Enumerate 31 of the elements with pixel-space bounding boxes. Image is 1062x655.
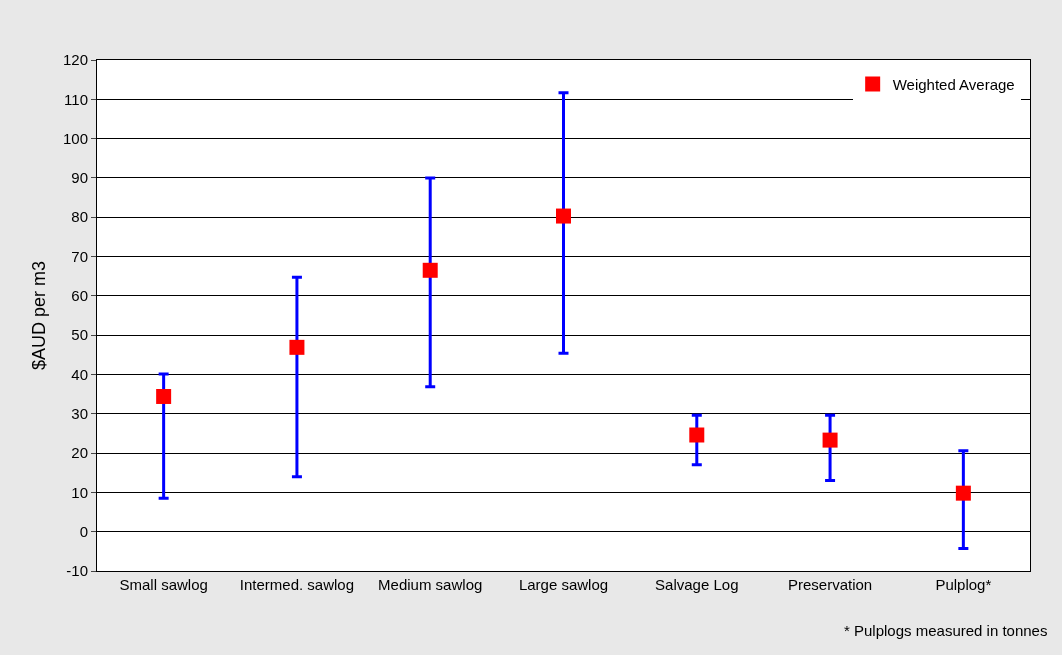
- x-tick-label: Salvage Log: [655, 576, 739, 593]
- y-tick-label: 110: [64, 90, 88, 108]
- legend-label: Weighted Average: [892, 75, 1015, 93]
- y-tick-label: 70: [71, 247, 88, 265]
- y-tick-label: -10: [66, 562, 88, 580]
- y-tick-label: 0: [79, 522, 88, 540]
- point: [556, 208, 571, 224]
- point: [422, 262, 438, 278]
- y-tick-label: 20: [71, 444, 88, 462]
- point: [955, 485, 971, 501]
- y-tick-label: 60: [71, 287, 88, 305]
- text: * Pulplogs measured in tonnes: [844, 622, 1048, 639]
- x-tick-label: Large sawlog: [518, 576, 609, 593]
- point: [156, 388, 172, 404]
- y-tick-label: 80: [71, 208, 88, 226]
- y-tick-label: 30: [71, 405, 88, 423]
- y-tick-label: 50: [71, 326, 88, 344]
- point: [689, 427, 705, 443]
- y-tick-label: 90: [71, 169, 88, 187]
- y-tick-label: 120: [62, 51, 88, 69]
- x-tick-label: Small sawlog: [119, 576, 208, 593]
- x-tick-label: Pulplog*: [935, 576, 992, 593]
- y-axis-title: $AUD per m3: [29, 260, 50, 371]
- x-tick-label: Preservation: [787, 576, 873, 593]
- x-tick-label: Intermed. sawlog: [239, 576, 355, 593]
- y-tick-label: 100: [62, 129, 88, 147]
- x-tick-label: Medium sawlog: [378, 576, 483, 593]
- y-tick-label: 40: [71, 365, 88, 383]
- point: [289, 339, 305, 355]
- point: [822, 432, 838, 448]
- y-tick-label: 10: [71, 483, 88, 501]
